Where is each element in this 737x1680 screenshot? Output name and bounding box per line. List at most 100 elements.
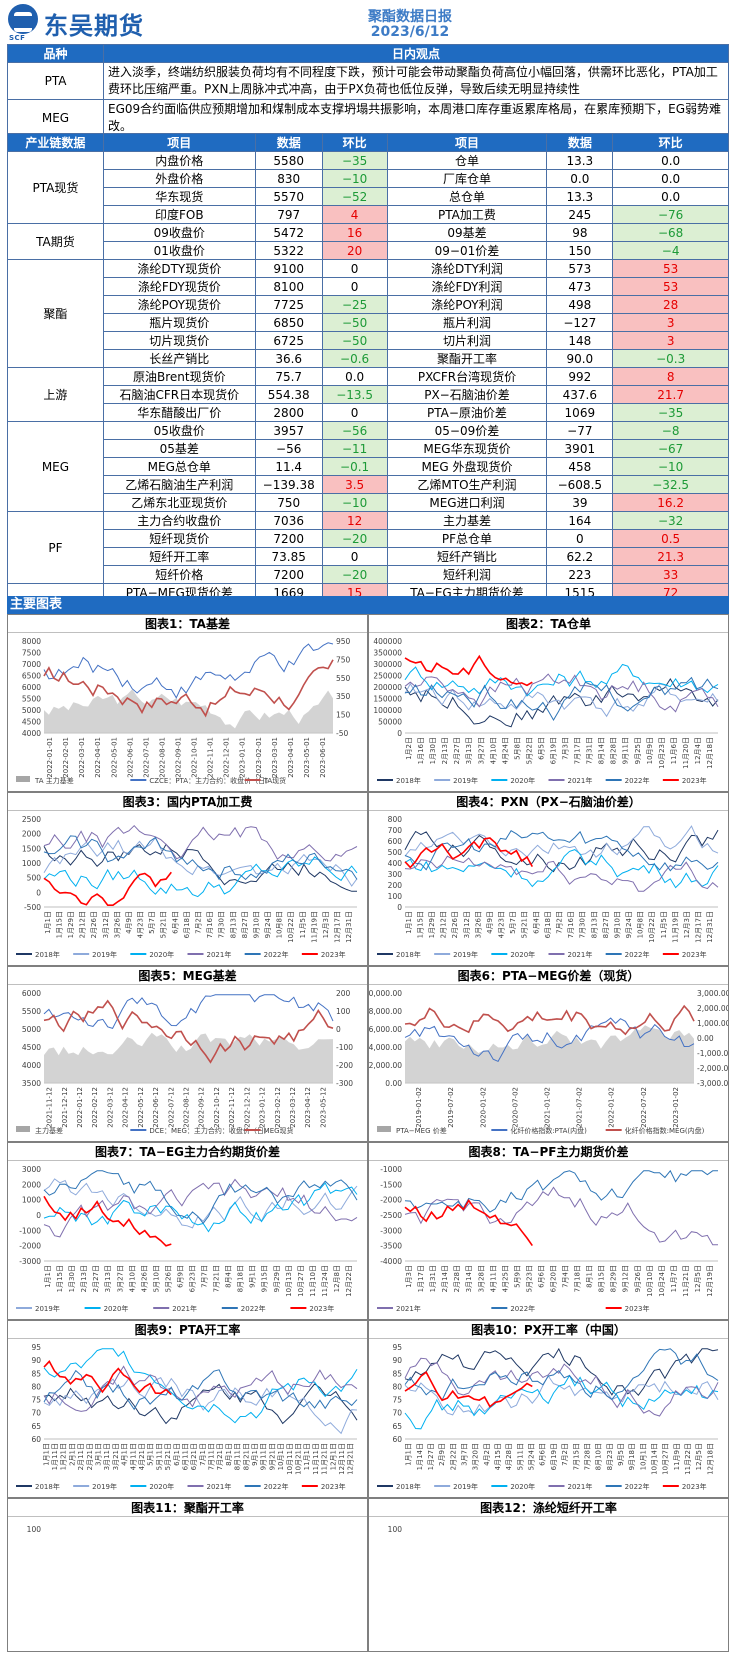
legend-label: MEG现货 (264, 1126, 294, 1135)
tick-label: 1月15日 (55, 911, 63, 938)
data-row: 乙烯石脑油生产利润 −139.38 3.5 乙烯MTO生产利润 −608.5 −32.5 (8, 475, 729, 494)
data-value: −56 (254, 439, 323, 458)
tick-label: 5月24日 (528, 1443, 536, 1470)
tick-label: 9月11日 (260, 1443, 268, 1470)
data-change: 21.7 (612, 385, 729, 404)
tick-label: 9月10日 (252, 911, 260, 938)
legend-label: 2023年 (625, 1304, 650, 1313)
tick-label: 1,000.00 (697, 1019, 728, 1028)
tick-label: 12月22日 (345, 1265, 353, 1297)
tick-label: 4月26日 (140, 1265, 148, 1292)
series-line (43, 1360, 172, 1396)
series-line (43, 1377, 358, 1435)
tick-label: 9月11日 (622, 737, 630, 764)
tick-label: 8月27日 (602, 911, 610, 938)
tick-label: 4500 (22, 718, 41, 727)
tick-label: 10月21日 (294, 1443, 302, 1475)
tick-label: 11月21日 (682, 1265, 690, 1297)
tick-label: 9月15日 (261, 1265, 269, 1292)
tick-label: 11月6日 (670, 737, 678, 764)
tick-label: 2023-01-01 (239, 737, 247, 778)
tick-label: 2021-07-02 (576, 1087, 584, 1128)
data-row: 短纤开工率 73.85 0 短纤产销比 62.2 21.3 (8, 547, 729, 566)
data-value: 6850 (254, 313, 323, 332)
tick-label: 2000 (22, 1180, 41, 1189)
tick-label: 2023-03-01 (271, 737, 279, 778)
chart-title: 图表6：PTA−MEG价差（现货） (369, 967, 728, 985)
tick-label: 11月22日 (684, 1443, 692, 1475)
legend-label: 2022年 (625, 1482, 650, 1491)
data-value: 8100 (254, 277, 323, 296)
tick-label: 80 (392, 1382, 402, 1391)
series-line (43, 999, 334, 1064)
data-item: PTA−原油价差 (386, 403, 548, 422)
tick-label: 1月16日 (417, 737, 425, 764)
tick-label: 9月1日 (251, 1443, 259, 1466)
data-category: 聚酯 (7, 259, 104, 368)
chart-panel: 图表6：PTA−MEG价差（现货） 10,000.00 8,000.00 6,000.… (368, 966, 729, 1142)
tick-label: 75 (392, 1396, 402, 1405)
tick-label: 2022-08-12 (183, 1087, 191, 1128)
tick-label: 2022-03-01 (78, 737, 86, 778)
data-item: 短纤现货价 (102, 529, 256, 548)
data-change: 16.2 (612, 493, 729, 512)
tick-label: 5月7日 (509, 911, 517, 934)
tick-label: 2月9日 (438, 1443, 446, 1466)
data-row: 05基差 −56 −11 MEG华东现货价 3901 −67 (8, 439, 729, 458)
daily-view-table: 品种 日内观点 PTA 进入淡季，终端纺织服装负荷均有不同程度下跌，预计可能会带… (7, 44, 729, 137)
tick-label: 4月11日 (489, 1265, 497, 1292)
tick-label: 11月19日 (671, 911, 679, 943)
data-change: −32.5 (612, 475, 729, 494)
data-change: −52 (321, 187, 388, 206)
legend-label: 2019年 (35, 1304, 60, 1313)
tick-label: 8月23日 (606, 1443, 614, 1470)
tick-label: 7500 (22, 649, 41, 658)
data-change: −20 (321, 565, 388, 584)
chart-panel: 图表1：TA基差 8000 7500 7000 6500 6000 5500 5000 4500… (7, 614, 368, 792)
tick-label: 80 (31, 1382, 41, 1391)
tick-label: 2月27日 (92, 1265, 100, 1292)
data-item: 切片现货价 (102, 331, 256, 350)
chart-title: 图表7：TA−EG主力合约期货价差 (8, 1143, 367, 1161)
series-line (43, 824, 358, 862)
chart-panel: 图表8：TA−PF主力期货价差 -1000 -1500 -2000 -2500 -3000… (368, 1142, 729, 1320)
tick-label: 2022-06-01 (126, 737, 134, 778)
data-change: 0.0 (612, 151, 729, 170)
data-item: 涤纶POY利润 (386, 295, 548, 314)
tick-label: 2023-01-02 (672, 1087, 680, 1128)
series-line (43, 1348, 358, 1424)
tick-label: 500 (388, 848, 403, 857)
tick-label: 11月1日 (303, 1443, 311, 1470)
tick-label: 11月5日 (660, 911, 668, 938)
tick-label: -1,000.00 (697, 1049, 728, 1058)
tick-label: 0 (397, 903, 402, 912)
data-row: 01收盘价 5322 20 09−01价差 150 −4 (8, 241, 729, 260)
data-change: 3 (612, 313, 729, 332)
tick-label: 3月1日 (95, 1443, 103, 1466)
tick-label: 3月12日 (102, 911, 110, 938)
logo-name: 东吴期货 (44, 12, 144, 40)
tick-label: 4月25日 (501, 1265, 509, 1292)
tick-label: 1月15日 (56, 1265, 64, 1292)
report-title: 聚酯数据日报 (368, 9, 452, 25)
data-row: 涤纶POY现货价 7725 −25 涤纶POY利润 498 28 (8, 295, 729, 314)
data-item: 短纤价格 (102, 565, 256, 584)
data-item: 主力合约收盘价 (102, 511, 256, 530)
chart-svg: 100 (388, 1525, 403, 1534)
tick-label: 85 (392, 1369, 402, 1378)
tick-label: 2000 (22, 830, 41, 839)
series-line (43, 994, 334, 1030)
data-item: 总仓单 (386, 187, 548, 206)
data-item: 印度FOB (102, 205, 256, 224)
tick-label: 8月14日 (598, 737, 606, 764)
tick-label: 10月23日 (658, 737, 666, 769)
data-item: 内盘价格 (102, 151, 256, 170)
tick-label: 1000 (22, 1196, 41, 1205)
tick-label: 2月14日 (441, 1265, 449, 1292)
tick-label: 0 (397, 729, 402, 738)
tick-label: 9月12日 (622, 1265, 630, 1292)
tick-label: 3月26日 (113, 911, 121, 938)
tick-label: 2021-11-12 (46, 1087, 54, 1128)
tick-label: 70 (392, 1409, 402, 1418)
